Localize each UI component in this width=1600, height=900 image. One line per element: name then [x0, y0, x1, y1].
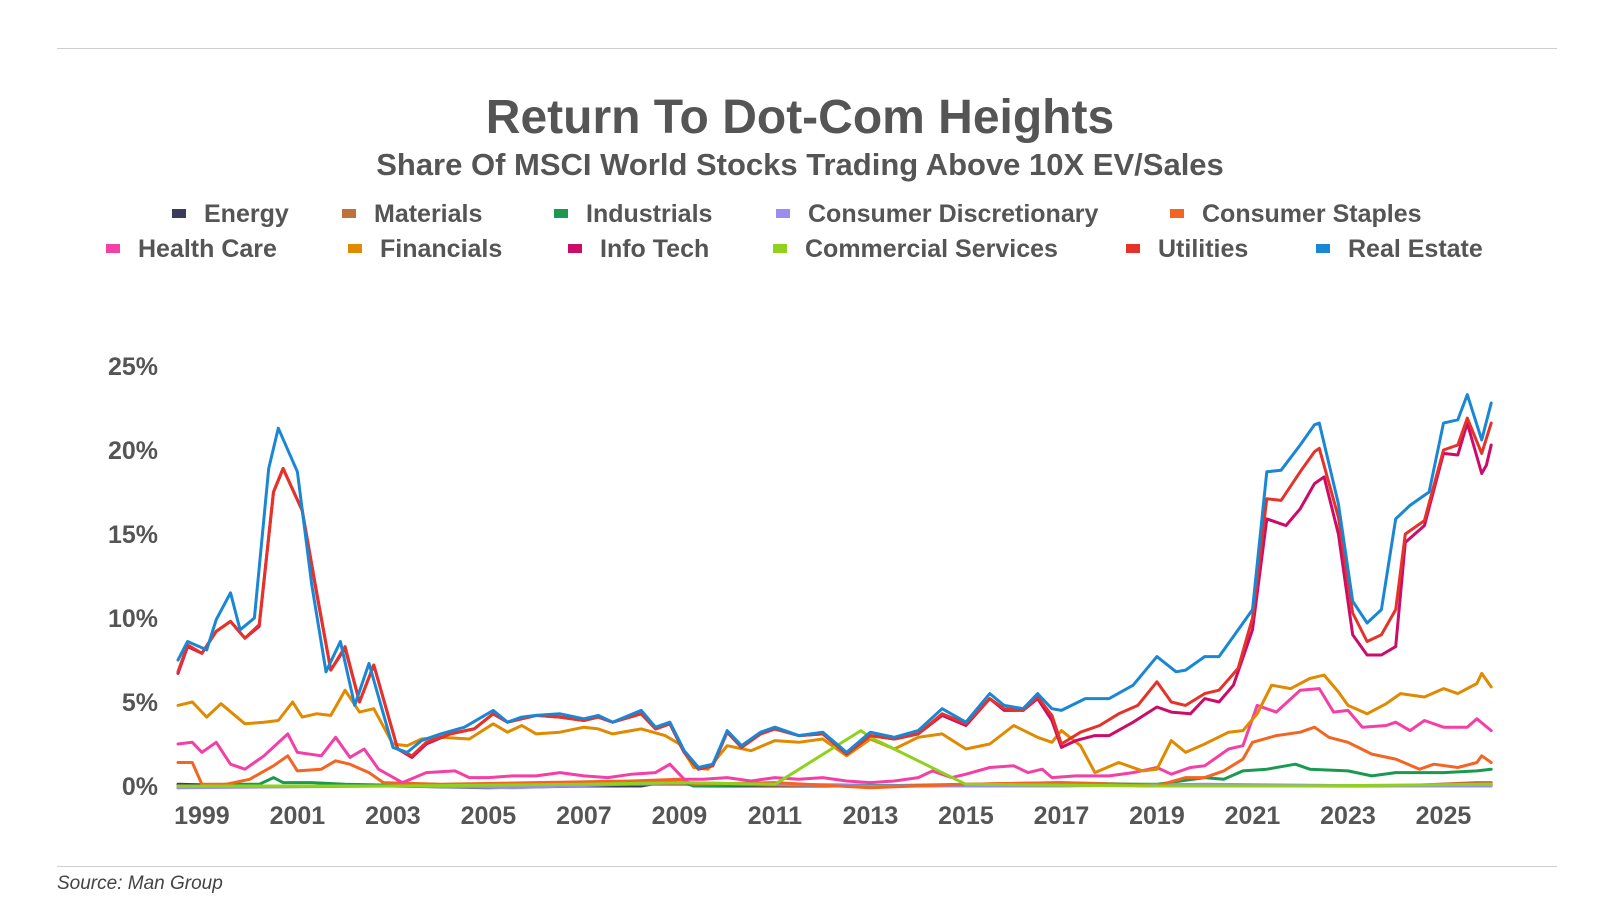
legend-item-real-estate: Real Estate: [1316, 234, 1483, 264]
x-tick-label: 2011: [748, 802, 802, 830]
x-tick-label: 2003: [365, 802, 421, 830]
source-note: Source: Man Group: [57, 873, 223, 894]
legend-label: Consumer Staples: [1202, 200, 1422, 228]
x-tick-label: 1999: [174, 802, 230, 830]
series-line-real-estate: [176, 393, 1493, 769]
x-tick-label: 2007: [556, 802, 612, 830]
legend-item-health-care: Health Care: [106, 234, 277, 264]
x-tick-label: 2005: [461, 802, 517, 830]
legend-label: Real Estate: [1348, 235, 1483, 263]
legend-item-utilities: Utilities: [1126, 234, 1248, 264]
legend-swatch: [1170, 208, 1184, 218]
y-tick-label: 0%: [122, 773, 158, 801]
legend-swatch: [1316, 243, 1330, 253]
series-line-utilities: [176, 416, 1493, 771]
legend-item-consumer-discretionary: Consumer Discretionary: [776, 199, 1098, 229]
y-axis: 0% 5% 10% 15% 20% 25%: [108, 353, 158, 801]
legend-swatch: [554, 208, 568, 218]
legend-item-commercial-services: Commercial Services: [773, 234, 1058, 264]
legend-label: Energy: [204, 200, 289, 228]
series-layer: [176, 393, 1493, 790]
legend-label: Info Tech: [600, 235, 710, 263]
legend-swatch: [1126, 243, 1140, 253]
series-line-health-care: [176, 687, 1493, 785]
legend-item-financials: Financials: [348, 234, 502, 264]
y-tick-label: 25%: [108, 353, 158, 381]
x-tick-label: 2001: [270, 802, 326, 830]
series-line-commercial-services: [176, 729, 1493, 788]
legend-item-industrials: Industrials: [554, 199, 712, 229]
y-tick-label: 20%: [108, 437, 158, 465]
x-tick-label: 2023: [1320, 802, 1376, 830]
x-tick-label: 2025: [1416, 802, 1472, 830]
legend-label: Materials: [374, 200, 483, 228]
legend-label: Health Care: [138, 235, 277, 263]
legend-swatch: [172, 208, 186, 218]
legend-swatch: [342, 208, 356, 218]
x-tick-label: 2013: [843, 802, 899, 830]
y-tick-label: 10%: [108, 605, 158, 633]
x-tick-label: 2015: [938, 802, 994, 830]
legend-swatch: [106, 243, 120, 253]
legend-item-consumer-staples: Consumer Staples: [1170, 199, 1422, 229]
y-tick-label: 5%: [122, 689, 158, 717]
legend-item-materials: Materials: [342, 199, 482, 229]
chart-subtitle: Share Of MSCI World Stocks Trading Above…: [376, 147, 1224, 182]
y-tick-label: 15%: [108, 521, 158, 549]
x-tick-label: 2009: [652, 802, 708, 830]
legend-swatch: [773, 243, 787, 253]
legend-label: Utilities: [1158, 235, 1249, 263]
legend-item-info-tech: Info Tech: [568, 234, 709, 264]
top-divider: [57, 48, 1557, 49]
bottom-divider: [57, 866, 1557, 867]
legend-item-energy: Energy: [172, 199, 289, 229]
x-axis: 1999 2001 2003 2005 2007 2009 2011 2013 2015 2017…: [174, 802, 1471, 830]
legend-swatch: [776, 208, 790, 218]
x-tick-label: 2021: [1225, 802, 1281, 830]
legend-label: Financials: [380, 235, 503, 263]
legend-label: Commercial Services: [805, 235, 1058, 263]
legend-swatch: [568, 243, 582, 253]
x-tick-label: 2019: [1129, 802, 1185, 830]
series-line-info-tech: [176, 421, 1493, 771]
chart-title: Return To Dot-Com Heights: [485, 91, 1115, 144]
x-tick-label: 2017: [1034, 802, 1090, 830]
legend-label: Consumer Discretionary: [808, 200, 1099, 228]
legend-label: Industrials: [586, 200, 713, 228]
legend-swatch: [348, 243, 362, 253]
